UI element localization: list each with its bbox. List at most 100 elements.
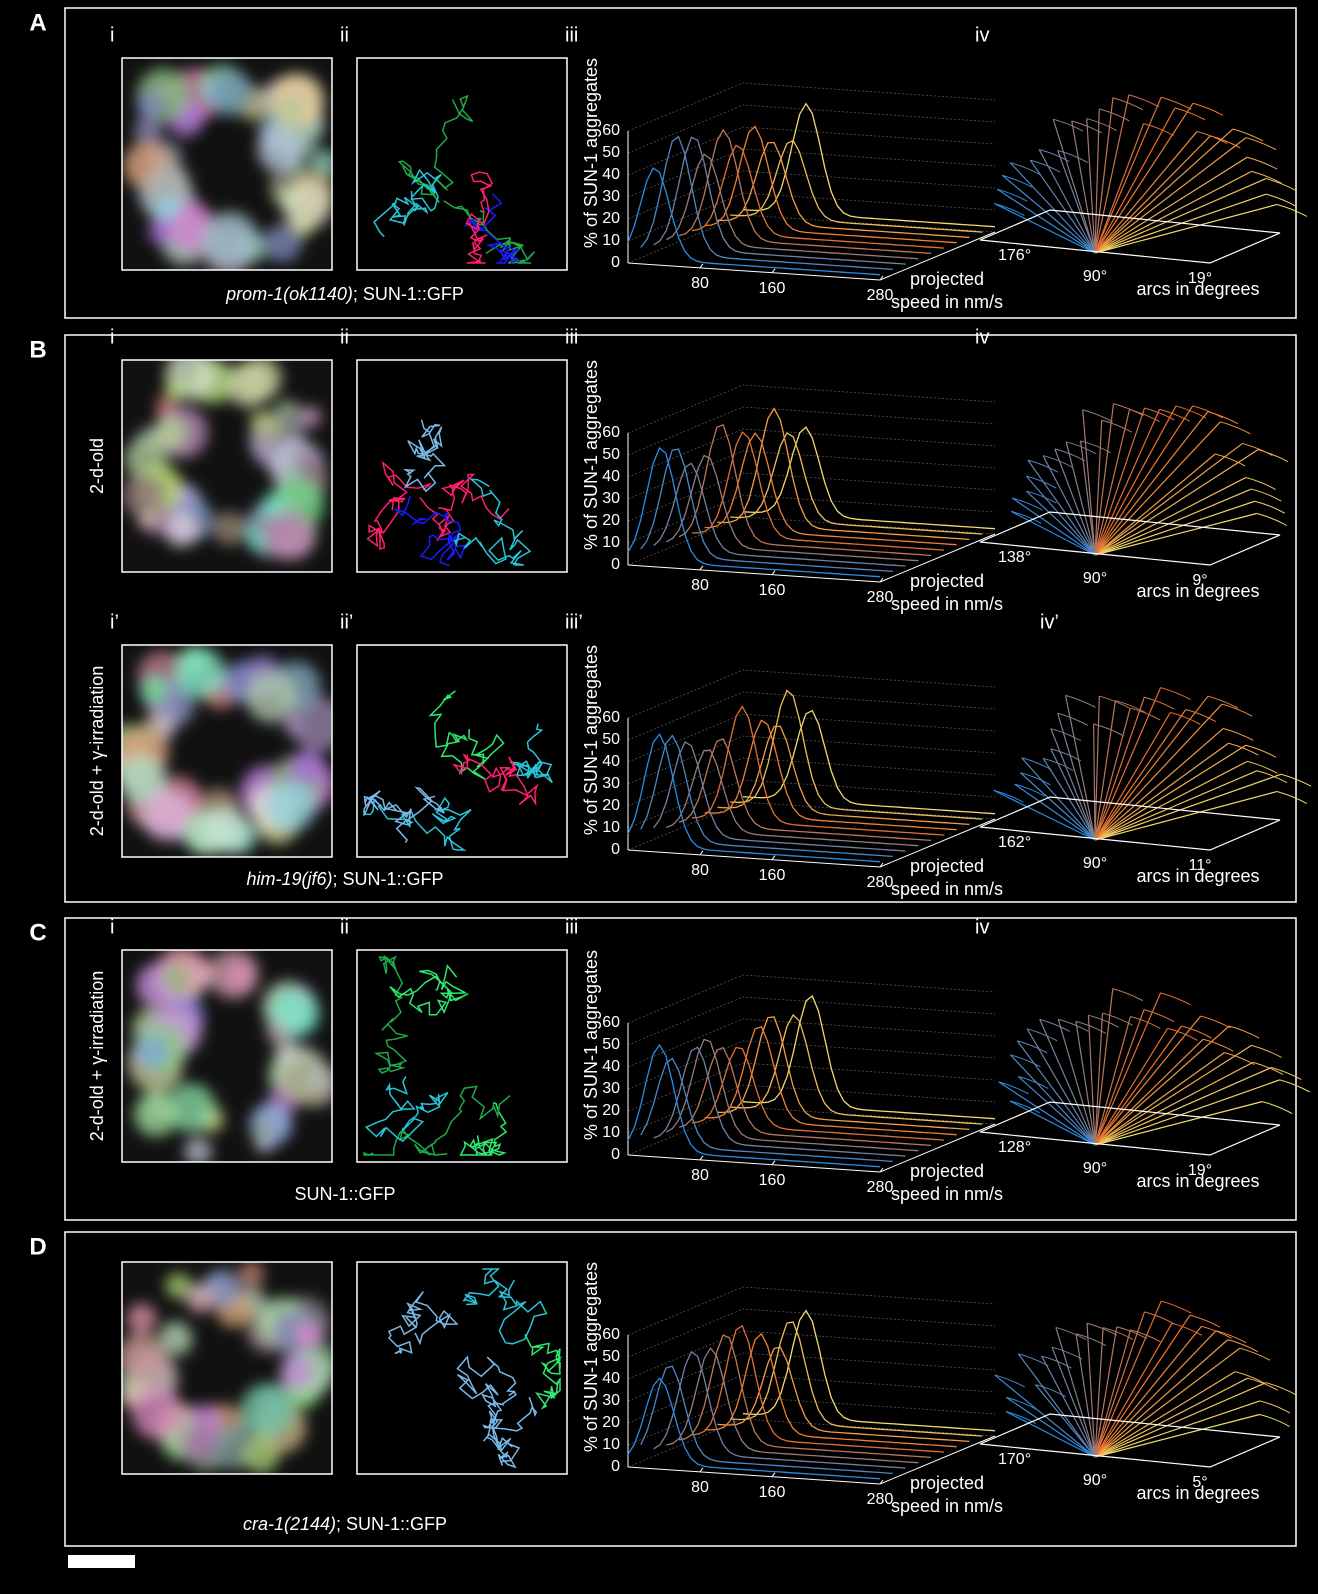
caption: prom-1(ok1140); SUN-1::GFP xyxy=(225,284,464,304)
x-tick-label: 280 xyxy=(867,589,894,606)
speed-curve xyxy=(679,130,931,253)
arc-spoke xyxy=(1095,420,1102,555)
blob xyxy=(263,224,301,262)
arc-tick-label: 90° xyxy=(1083,268,1107,285)
sub-label: iii xyxy=(565,916,578,938)
arc xyxy=(1247,761,1277,773)
arc xyxy=(1056,1327,1086,1339)
y-tick-label: 20 xyxy=(602,797,620,814)
arc xyxy=(1117,1327,1147,1339)
arc-spoke xyxy=(1010,163,1095,253)
speed-curve xyxy=(717,1017,969,1129)
x-tick-label: 80 xyxy=(691,275,709,292)
arc xyxy=(1277,792,1307,804)
speed-curve xyxy=(705,720,957,829)
arc xyxy=(1208,696,1238,708)
speed-curve xyxy=(654,1047,906,1156)
x-tick-label: 160 xyxy=(759,1484,786,1501)
grid-line xyxy=(628,83,995,131)
arc xyxy=(1202,1326,1232,1338)
caption-genotype: prom-1(ok1140) xyxy=(225,284,353,304)
blob xyxy=(136,91,163,118)
arc xyxy=(995,1375,1025,1387)
speed-curve xyxy=(705,126,957,242)
sub-label: iii xyxy=(565,24,578,46)
arc-spoke xyxy=(1095,171,1252,253)
arc-spoke xyxy=(1087,1323,1095,1457)
arc xyxy=(1260,1401,1290,1413)
y-tick-label: 60 xyxy=(602,1014,620,1031)
x-tick-label: 280 xyxy=(867,1491,894,1508)
blob xyxy=(271,95,304,128)
blob xyxy=(186,1285,215,1314)
arc xyxy=(993,790,1023,802)
y-tick-label: 10 xyxy=(602,819,620,836)
arc-axis-label: arcs in degrees xyxy=(1136,1171,1259,1191)
y-tick-label: 20 xyxy=(602,210,620,227)
sub-label: iv’ xyxy=(1040,611,1059,633)
track-frame xyxy=(357,1262,567,1474)
arc-spoke xyxy=(1095,179,1266,253)
sub-label: i xyxy=(110,326,114,348)
arc xyxy=(1258,450,1288,462)
arc-spoke xyxy=(1095,708,1130,840)
blob xyxy=(242,1436,279,1473)
x-tick-label: 280 xyxy=(867,287,894,304)
arc xyxy=(1262,1102,1292,1114)
y-tick-label: 40 xyxy=(602,753,620,770)
arc xyxy=(1053,119,1083,131)
sub-label: i xyxy=(110,24,114,46)
sub-label: iii’ xyxy=(565,611,583,633)
y-tick-label: 20 xyxy=(602,1102,620,1119)
x-axis-label: projected xyxy=(910,269,984,289)
track-frame xyxy=(357,360,567,572)
y-tick-label: 0 xyxy=(611,1458,620,1475)
x-tick-label: 280 xyxy=(867,874,894,891)
arc-spoke xyxy=(1095,1348,1240,1457)
sub-label: iv xyxy=(975,916,989,938)
grid-line xyxy=(628,127,995,175)
y-tick-label: 60 xyxy=(602,122,620,139)
y-tick-label: 40 xyxy=(602,166,620,183)
arc-spoke xyxy=(1056,1327,1095,1457)
panel-letter: C xyxy=(29,919,46,946)
arc-axis-label: arcs in degrees xyxy=(1136,279,1259,299)
caption-genotype: cra-1(2144) xyxy=(243,1514,336,1534)
arc-spoke xyxy=(1026,491,1095,555)
y-tick-label: 10 xyxy=(602,534,620,551)
x-axis-label: projected xyxy=(910,571,984,591)
blob xyxy=(258,126,305,173)
scale-bar xyxy=(68,1555,135,1568)
panel-letter: B xyxy=(29,336,46,363)
arc-tick-label: 90° xyxy=(1083,855,1107,872)
blob xyxy=(265,510,315,560)
arc-spoke xyxy=(1095,696,1208,840)
arc xyxy=(1076,1334,1106,1346)
x-tick xyxy=(772,1473,775,1477)
blob xyxy=(246,670,298,722)
blob xyxy=(266,1022,287,1043)
grid-line xyxy=(628,692,995,740)
arc-tick-label: 128° xyxy=(998,1139,1031,1156)
blob xyxy=(157,197,179,219)
y-tick-label: 50 xyxy=(602,731,620,748)
arc xyxy=(1255,501,1285,513)
arc xyxy=(1257,514,1287,526)
arc-spoke xyxy=(1043,456,1095,555)
side-label: 2-d-old + γ-irradiation xyxy=(87,666,107,837)
blob xyxy=(225,961,254,990)
caption-text: ; SUN-1::GFP xyxy=(353,284,464,304)
arc-tick-label: 170° xyxy=(998,1451,1031,1468)
arc-tick-label: 138° xyxy=(998,549,1031,566)
arc-tick-label: 176° xyxy=(998,247,1031,264)
arc xyxy=(1266,179,1296,191)
blob xyxy=(249,1103,292,1146)
arc xyxy=(1087,119,1117,131)
x-tick-label: 160 xyxy=(759,1172,786,1189)
arc xyxy=(1161,688,1191,700)
arc-spoke xyxy=(1095,131,1197,253)
y-tick-label: 20 xyxy=(602,1414,620,1431)
arc-spoke xyxy=(1095,489,1251,555)
blob xyxy=(202,807,249,854)
y-tick-label: 40 xyxy=(602,1370,620,1387)
